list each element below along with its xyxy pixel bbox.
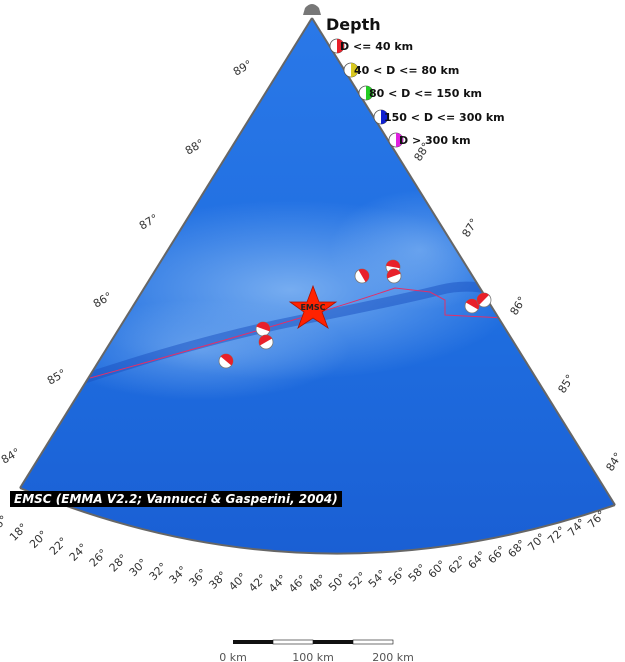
legend-label: 80 < D <= 150 km [369,87,482,100]
plate-boundary [89,287,506,379]
beachball-icon[interactable] [256,332,274,350]
lat-label: 86° [91,290,114,311]
legend-label: D > 300 km [399,134,471,147]
legend-title: Depth [326,15,381,34]
lat-label: 86° [508,294,529,317]
lat-label: 87° [460,216,481,239]
earthquake-events [218,259,492,369]
lon-label: 48° [306,572,329,595]
lon-label: 30° [127,556,150,579]
legend-entry-2: 40 < D <= 80 km [343,62,459,78]
lat-label: 89° [231,58,254,79]
bathymetry [19,4,616,555]
pole-marker [303,4,321,15]
lon-label: 58° [406,562,429,585]
legend-label: D <= 40 km [340,40,413,53]
lon-label: 36° [186,566,209,589]
epicenter-marker[interactable]: EMSC [288,284,338,330]
beachball-fill [381,110,388,124]
scale-segment [313,640,353,644]
lon-label: 72° [545,524,568,547]
lon-label: 32° [147,560,170,583]
beachball-fill [337,39,344,53]
lat-label: 88° [183,137,206,158]
legend-label: 40 < D <= 80 km [354,64,459,77]
lon-label: 40° [226,570,249,593]
beachball-icon[interactable] [218,351,236,369]
depth-legend: Depth D <= 40 km 40 < D <= 80 km 80 < D … [326,15,505,148]
legend-entry-1: D <= 40 km [329,38,413,54]
lat-label: 85° [556,372,577,395]
beachball-fill [396,133,403,147]
lat-label: 87° [137,212,160,233]
beachball-fill [351,63,358,77]
rift-valley [78,281,523,385]
lon-label: 18° [7,521,30,544]
lon-label: 60° [426,558,449,581]
lon-label: 44° [266,572,289,595]
epicenter-label: EMSC [300,303,325,312]
beachball-fill [366,86,373,100]
beachball-icon[interactable] [255,320,272,337]
lon-label: 38° [206,569,229,592]
lat-label: 85° [45,367,68,388]
beachball-icon[interactable] [354,266,372,284]
legend-entry-5: D > 300 km [388,132,471,148]
lon-label: 16° [0,513,10,536]
scale-segment [233,640,273,644]
scale-label-100: 100 km [292,651,334,662]
lon-label: 64° [466,549,489,572]
scale-label-200: 200 km [372,651,414,662]
scale-segment [272,639,314,645]
lon-label: 34° [167,564,190,587]
frame-bottom [19,487,616,555]
beachball-icon[interactable] [464,296,482,314]
lon-label: 66° [485,543,508,566]
legend-label: 150 < D <= 300 km [384,111,505,124]
lat-label: 84° [0,446,22,467]
lon-label: 28° [107,552,130,575]
lon-label: 46° [286,572,309,595]
scale-label-0: 0 km [219,651,247,662]
scale-segment [352,639,394,645]
data-credit: EMSC (EMMA V2.2; Vannucci & Gasperini, 2… [10,491,342,507]
legend-entry-3: 80 < D <= 150 km [358,85,482,101]
frame-left [19,17,313,489]
beachball-icon[interactable] [474,290,492,308]
lon-label: 70° [525,531,548,554]
lon-label: 62° [446,553,469,576]
lon-label: 68° [505,537,528,560]
lat-label: 84° [604,450,625,473]
scale-bar: 0 km 100 km 200 km [219,639,414,662]
beachball-icon[interactable] [385,267,402,284]
lon-label: 42° [246,572,269,595]
legend-entry-4: 150 < D <= 300 km [373,109,505,125]
star-icon [288,284,338,330]
